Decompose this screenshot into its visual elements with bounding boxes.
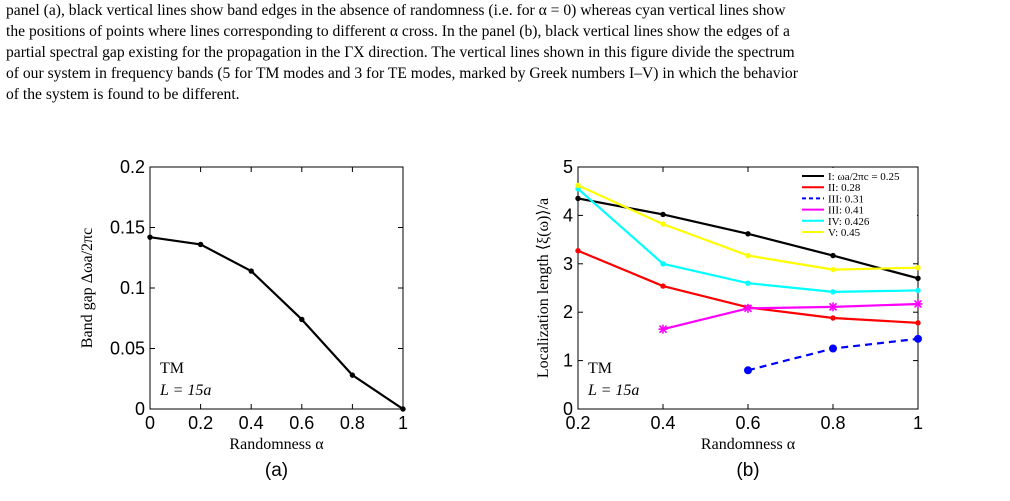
legend-label: III: 0.41: [828, 205, 864, 217]
figure-caption: panel (a), black vertical lines show ban…: [6, 0, 1004, 105]
data-point: [745, 231, 751, 237]
data-point: [197, 241, 204, 248]
chart-panel-b: 0.2 0.4 0.6 0.8 1 0 1 2 3 4 5 Randomness α Localizat…: [535, 157, 923, 481]
data-point: [914, 334, 922, 343]
x-tick-label: 0.4: [239, 413, 264, 433]
data-point: [575, 248, 581, 254]
y-axis-label: Localization length ⟨ξ(ω)⟩/a: [535, 198, 552, 378]
plot-annotation: TM: [160, 360, 184, 377]
data-point: [660, 211, 666, 218]
data-point: [829, 344, 837, 353]
data-point: [660, 261, 666, 267]
data-point-star: [743, 303, 753, 313]
x-tick-label: 0.2: [565, 413, 590, 433]
caption-line: of the system is found to be different.: [6, 86, 240, 103]
data-point: [745, 252, 751, 259]
legend-label: IV: 0.426: [828, 216, 870, 228]
data-point: [744, 366, 752, 375]
legend-label: I: ωa/2πc = 0.25: [828, 171, 900, 183]
y-tick-label: 0: [563, 399, 573, 419]
data-point: [830, 252, 836, 259]
legend-label: II: 0.28: [828, 182, 861, 194]
x-tick-label: 1: [398, 413, 408, 433]
y-tick-label: 0: [135, 399, 145, 419]
series-line: [662, 302, 919, 331]
x-tick-label: 0.8: [820, 413, 845, 433]
chart-panel-a: 0 0.2 0.4 0.6 0.8 1 0 0.05 0.1 0.15 0.2 Randomness …: [79, 157, 408, 481]
data-point: [248, 268, 254, 274]
plot-annotation: TM: [588, 360, 612, 377]
y-tick-label: 0.1: [120, 278, 145, 298]
y-tick-label: 0.2: [120, 157, 145, 177]
data-point: [575, 182, 581, 189]
series-line: [747, 337, 919, 372]
y-tick-label: 0.15: [110, 218, 145, 238]
x-tick-label: 0: [145, 413, 155, 433]
data-point-star: [828, 302, 838, 312]
x-axis-label: Randomness α: [701, 436, 796, 453]
series-line: [149, 236, 404, 410]
panel-label: (b): [736, 460, 759, 481]
data-point: [147, 234, 153, 240]
panel-label: (a): [265, 460, 288, 481]
data-point: [830, 266, 836, 273]
data-point: [745, 280, 751, 286]
data-point: [915, 287, 921, 294]
data-point: [575, 195, 581, 202]
data-point: [299, 316, 305, 323]
y-tick-label: 1: [563, 351, 573, 371]
caption-line: panel (a), black vertical lines show ban…: [6, 2, 786, 19]
data-point-star: [913, 299, 923, 309]
legend-box: [800, 168, 917, 240]
caption-line: partial spectral gap existing for the pr…: [6, 44, 795, 61]
data-point-star: [658, 324, 668, 334]
plot-annotation: L = 15a: [587, 382, 639, 399]
x-tick-label: 0.8: [340, 413, 365, 433]
plot-frame: [149, 166, 404, 410]
caption-line: of our system in frequency bands (5 for …: [6, 65, 798, 82]
caption-line: the positions of points where lines corr…: [6, 23, 790, 40]
data-point: [660, 221, 666, 227]
data-point: [915, 264, 921, 271]
x-axis-label: Randomness α: [229, 436, 324, 453]
y-tick-label: 0.05: [110, 339, 145, 359]
plot-annotation: L = 15a: [159, 382, 211, 399]
data-point: [660, 283, 666, 289]
x-tick-label: 0.6: [289, 413, 314, 433]
y-tick-label: 3: [563, 254, 573, 274]
x-tick-label: 0.4: [650, 413, 675, 433]
y-tick-label: 5: [563, 157, 573, 177]
x-tick-label: 0.2: [188, 413, 213, 433]
data-point: [830, 315, 836, 321]
x-tick-label: 0.6: [735, 413, 760, 433]
y-axis-label: Band gap Δωa/2πc: [79, 228, 96, 348]
legend-label: V: 0.45: [828, 227, 861, 239]
y-tick-label: 4: [563, 205, 573, 225]
legend-label: III: 0.31: [828, 193, 864, 205]
data-point: [400, 406, 406, 412]
data-point: [830, 289, 836, 295]
data-point: [349, 372, 356, 378]
y-tick-label: 2: [563, 302, 573, 322]
data-point: [915, 320, 921, 326]
x-tick-label: 1: [913, 413, 923, 433]
data-point: [915, 275, 921, 282]
